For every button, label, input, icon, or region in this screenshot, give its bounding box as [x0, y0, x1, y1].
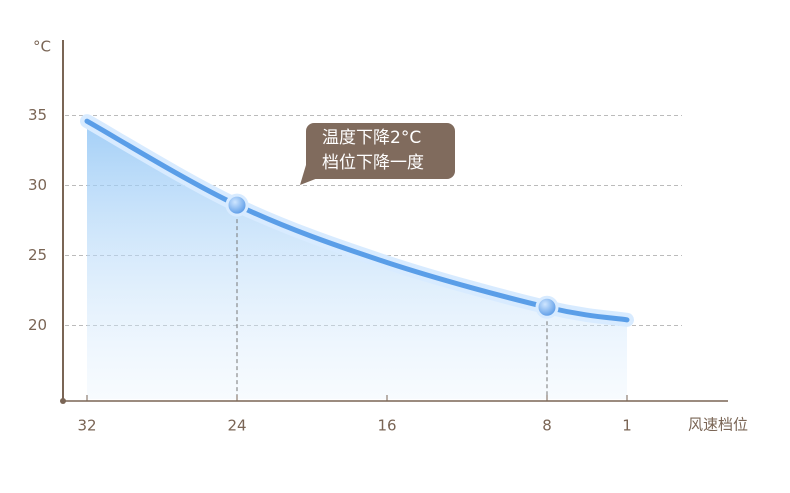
y-axis-label: °C — [33, 38, 51, 56]
y-tick-label: 35 — [28, 106, 47, 124]
x-tick-label: 8 — [542, 417, 552, 435]
y-tick-label: 30 — [28, 176, 47, 194]
x-axis-label: 风速档位 — [688, 416, 748, 434]
line — [84, 118, 630, 323]
plot — [65, 114, 682, 401]
annotation-line: 温度下降2°C — [322, 128, 421, 148]
area — [87, 121, 627, 400]
y-tick-label: 20 — [28, 316, 47, 334]
y-tick-label: 25 — [28, 246, 47, 264]
point — [225, 193, 249, 217]
point — [535, 295, 559, 319]
annotation-box — [306, 123, 455, 179]
x-tick-label: 32 — [77, 417, 96, 435]
x-tick-label: 1 — [622, 417, 632, 435]
annotation: 温度下降2°C 档位下降一度 — [300, 123, 455, 185]
x-tick-label: 24 — [227, 417, 246, 435]
axis-origin — [60, 398, 66, 404]
x-tick-label: 16 — [377, 417, 396, 435]
annotation-line: 档位下降一度 — [322, 153, 424, 173]
